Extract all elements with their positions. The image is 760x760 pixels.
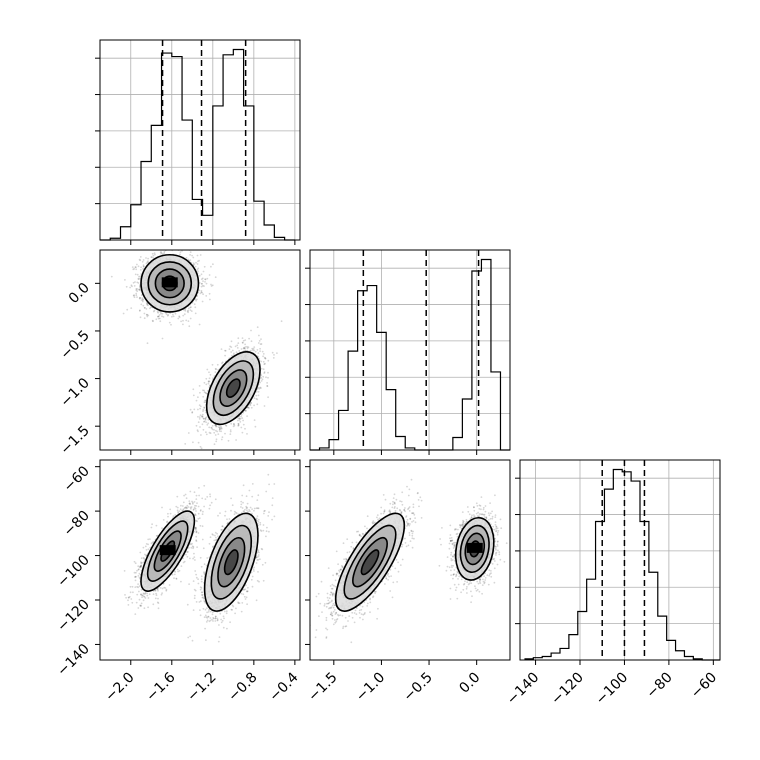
x-tick-label: −60 [688, 670, 720, 702]
contour [161, 275, 178, 292]
contour [464, 532, 486, 566]
scatter-panel-0-2: −140 −120 −100 −80 −60 [54, 459, 301, 680]
density-fill [224, 550, 238, 575]
contour [217, 536, 246, 588]
panel-content [110, 250, 283, 450]
x-tick-label: −0.8 [225, 670, 260, 705]
histogram-panel-2 [515, 459, 721, 665]
density-peak [161, 277, 178, 288]
contour [146, 520, 189, 582]
scatter-panel-1-2 [305, 459, 511, 665]
panel-frame [519, 459, 721, 661]
contour [212, 360, 255, 417]
contour [154, 268, 185, 299]
contour [454, 516, 495, 581]
x-tick-label: −2.0 [102, 670, 137, 705]
panel-frame [99, 39, 301, 241]
x-tick-label: −100 [593, 670, 632, 709]
panel-content [310, 478, 508, 644]
contour [225, 378, 241, 398]
y-tick-label: 0.0 [66, 280, 93, 307]
density-fill [361, 549, 379, 575]
x-tick-label: −1.5 [305, 670, 340, 705]
y-tick-label: −0.5 [57, 327, 92, 362]
contour [469, 540, 481, 558]
histogram-panel-0 [95, 39, 301, 245]
contour [203, 512, 259, 612]
x-tick-label: −1.2 [184, 670, 219, 705]
x-tick-label: −140 [504, 670, 543, 709]
density-peak [466, 542, 483, 553]
panel-frame [309, 249, 511, 451]
x-tick-label: −0.4 [266, 669, 301, 704]
contour [223, 549, 239, 576]
x-tick-label: −1.0 [353, 670, 388, 705]
histogram-bars [310, 258, 510, 451]
y-tick-label: −80 [61, 508, 93, 540]
contour [334, 512, 406, 612]
histogram-panel-1 [305, 249, 511, 455]
y-tick-label: −1.0 [57, 375, 92, 410]
density-peak [159, 545, 176, 556]
contour [147, 261, 193, 306]
histogram-bars [524, 468, 720, 661]
contour [153, 530, 182, 572]
contour [140, 510, 196, 592]
panel-frame [99, 459, 301, 661]
contour [343, 524, 397, 600]
y-tick-label: −1.5 [57, 423, 92, 458]
contour [140, 253, 200, 313]
x-tick-label: −1.6 [143, 669, 178, 704]
y-tick-label: −60 [61, 463, 93, 495]
x-tick-label: −120 [548, 670, 587, 709]
x-tick-label: 0.0 [456, 670, 483, 697]
scatter-panel-0-1: −1.5 −1.0 −0.5 0.0 [57, 249, 301, 458]
contour [219, 369, 248, 407]
y-tick-label: −120 [54, 597, 93, 636]
panel-frame [99, 249, 301, 451]
y-tick-label: −100 [54, 552, 93, 591]
contour [459, 524, 490, 574]
x-tick-label: −80 [644, 670, 676, 702]
contour [210, 524, 253, 600]
histogram-bars [100, 48, 295, 241]
panel-frame [309, 459, 511, 661]
x-tick-label: −0.5 [401, 670, 436, 705]
contour [352, 536, 388, 588]
panel-content [123, 473, 276, 643]
contour [160, 540, 176, 562]
contour [360, 549, 380, 576]
contour [205, 351, 261, 426]
y-tick-label: −140 [54, 641, 93, 680]
